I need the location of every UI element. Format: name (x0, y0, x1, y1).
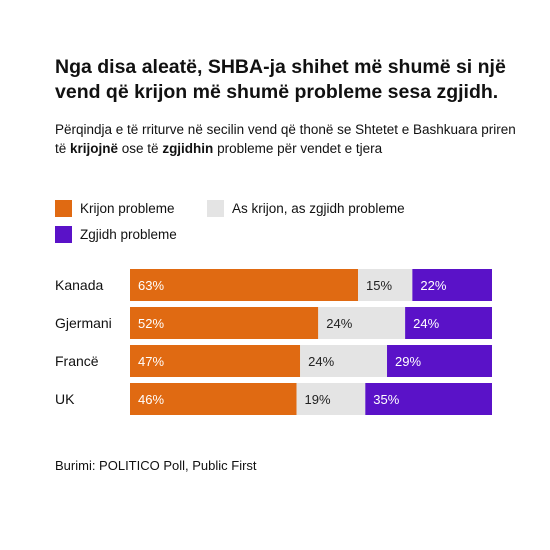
subtitle-part-2: ose të (118, 141, 163, 156)
bar-franc-creates (130, 345, 301, 377)
subtitle-part-1: Përqindja e të rriturve në secilin vend … (55, 122, 516, 156)
data-label-kanada-solves: 22% (420, 278, 446, 293)
bar-uk-solves (365, 383, 492, 415)
data-label-franc-neither: 24% (308, 354, 334, 369)
legend-item-creates: Krijon probleme (55, 200, 175, 217)
bar-gjermani-solves (405, 307, 492, 339)
subtitle-part-3: probleme për vendet e tjera (213, 141, 383, 156)
legend-label-solves: Zgjidh probleme (80, 227, 177, 242)
data-label-gjermani-neither: 24% (326, 316, 352, 331)
legend-swatch-neither (207, 200, 224, 217)
data-label-franc-creates: 47% (138, 354, 164, 369)
legend-label-creates: Krijon probleme (80, 201, 175, 216)
data-label-gjermani-creates: 52% (138, 316, 164, 331)
bar-franc-neither (300, 345, 388, 377)
data-label-kanada-neither: 15% (366, 278, 392, 293)
bar-gjermani-creates (130, 307, 319, 339)
bar-franc-solves (387, 345, 492, 377)
subtitle-bold-creates: krijojnë (70, 141, 119, 156)
source-note: Burimi: POLITICO Poll, Public First (55, 458, 257, 473)
bar-kanada-neither (358, 269, 413, 301)
legend-item-solves: Zgjidh probleme (55, 226, 177, 243)
bar-kanada-solves (412, 269, 492, 301)
chart-legend: Krijon probleme As krijon, as zgjidh pro… (55, 200, 525, 250)
chart-title: Nga disa aleatë, SHBA-ja shihet më shumë… (55, 56, 506, 103)
bar-uk-neither (296, 383, 366, 415)
subtitle-bold-solves: zgjidhin (162, 141, 214, 156)
category-label-uk: UK (55, 391, 75, 407)
data-label-uk-creates: 46% (138, 392, 164, 407)
data-label-uk-neither: 19% (305, 392, 331, 407)
bar-gjermani-neither (318, 307, 406, 339)
data-label-kanada-creates: 63% (138, 278, 164, 293)
legend-label-neither: As krijon, as zgjidh probleme (232, 201, 405, 216)
category-label-kanada: Kanada (55, 277, 103, 293)
category-label-gjermani: Gjermani (55, 315, 112, 331)
bar-uk-creates (130, 383, 297, 415)
chart-subtitle: Përqindja e të rriturve në secilin vend … (55, 120, 525, 158)
data-label-gjermani-solves: 24% (413, 316, 439, 331)
legend-swatch-solves (55, 226, 72, 243)
data-label-uk-solves: 35% (373, 392, 399, 407)
bar-kanada-creates (130, 269, 359, 301)
data-label-franc-solves: 29% (395, 354, 421, 369)
category-label-franc: Francë (55, 353, 99, 369)
legend-item-neither: As krijon, as zgjidh probleme (207, 200, 405, 217)
legend-swatch-creates (55, 200, 72, 217)
